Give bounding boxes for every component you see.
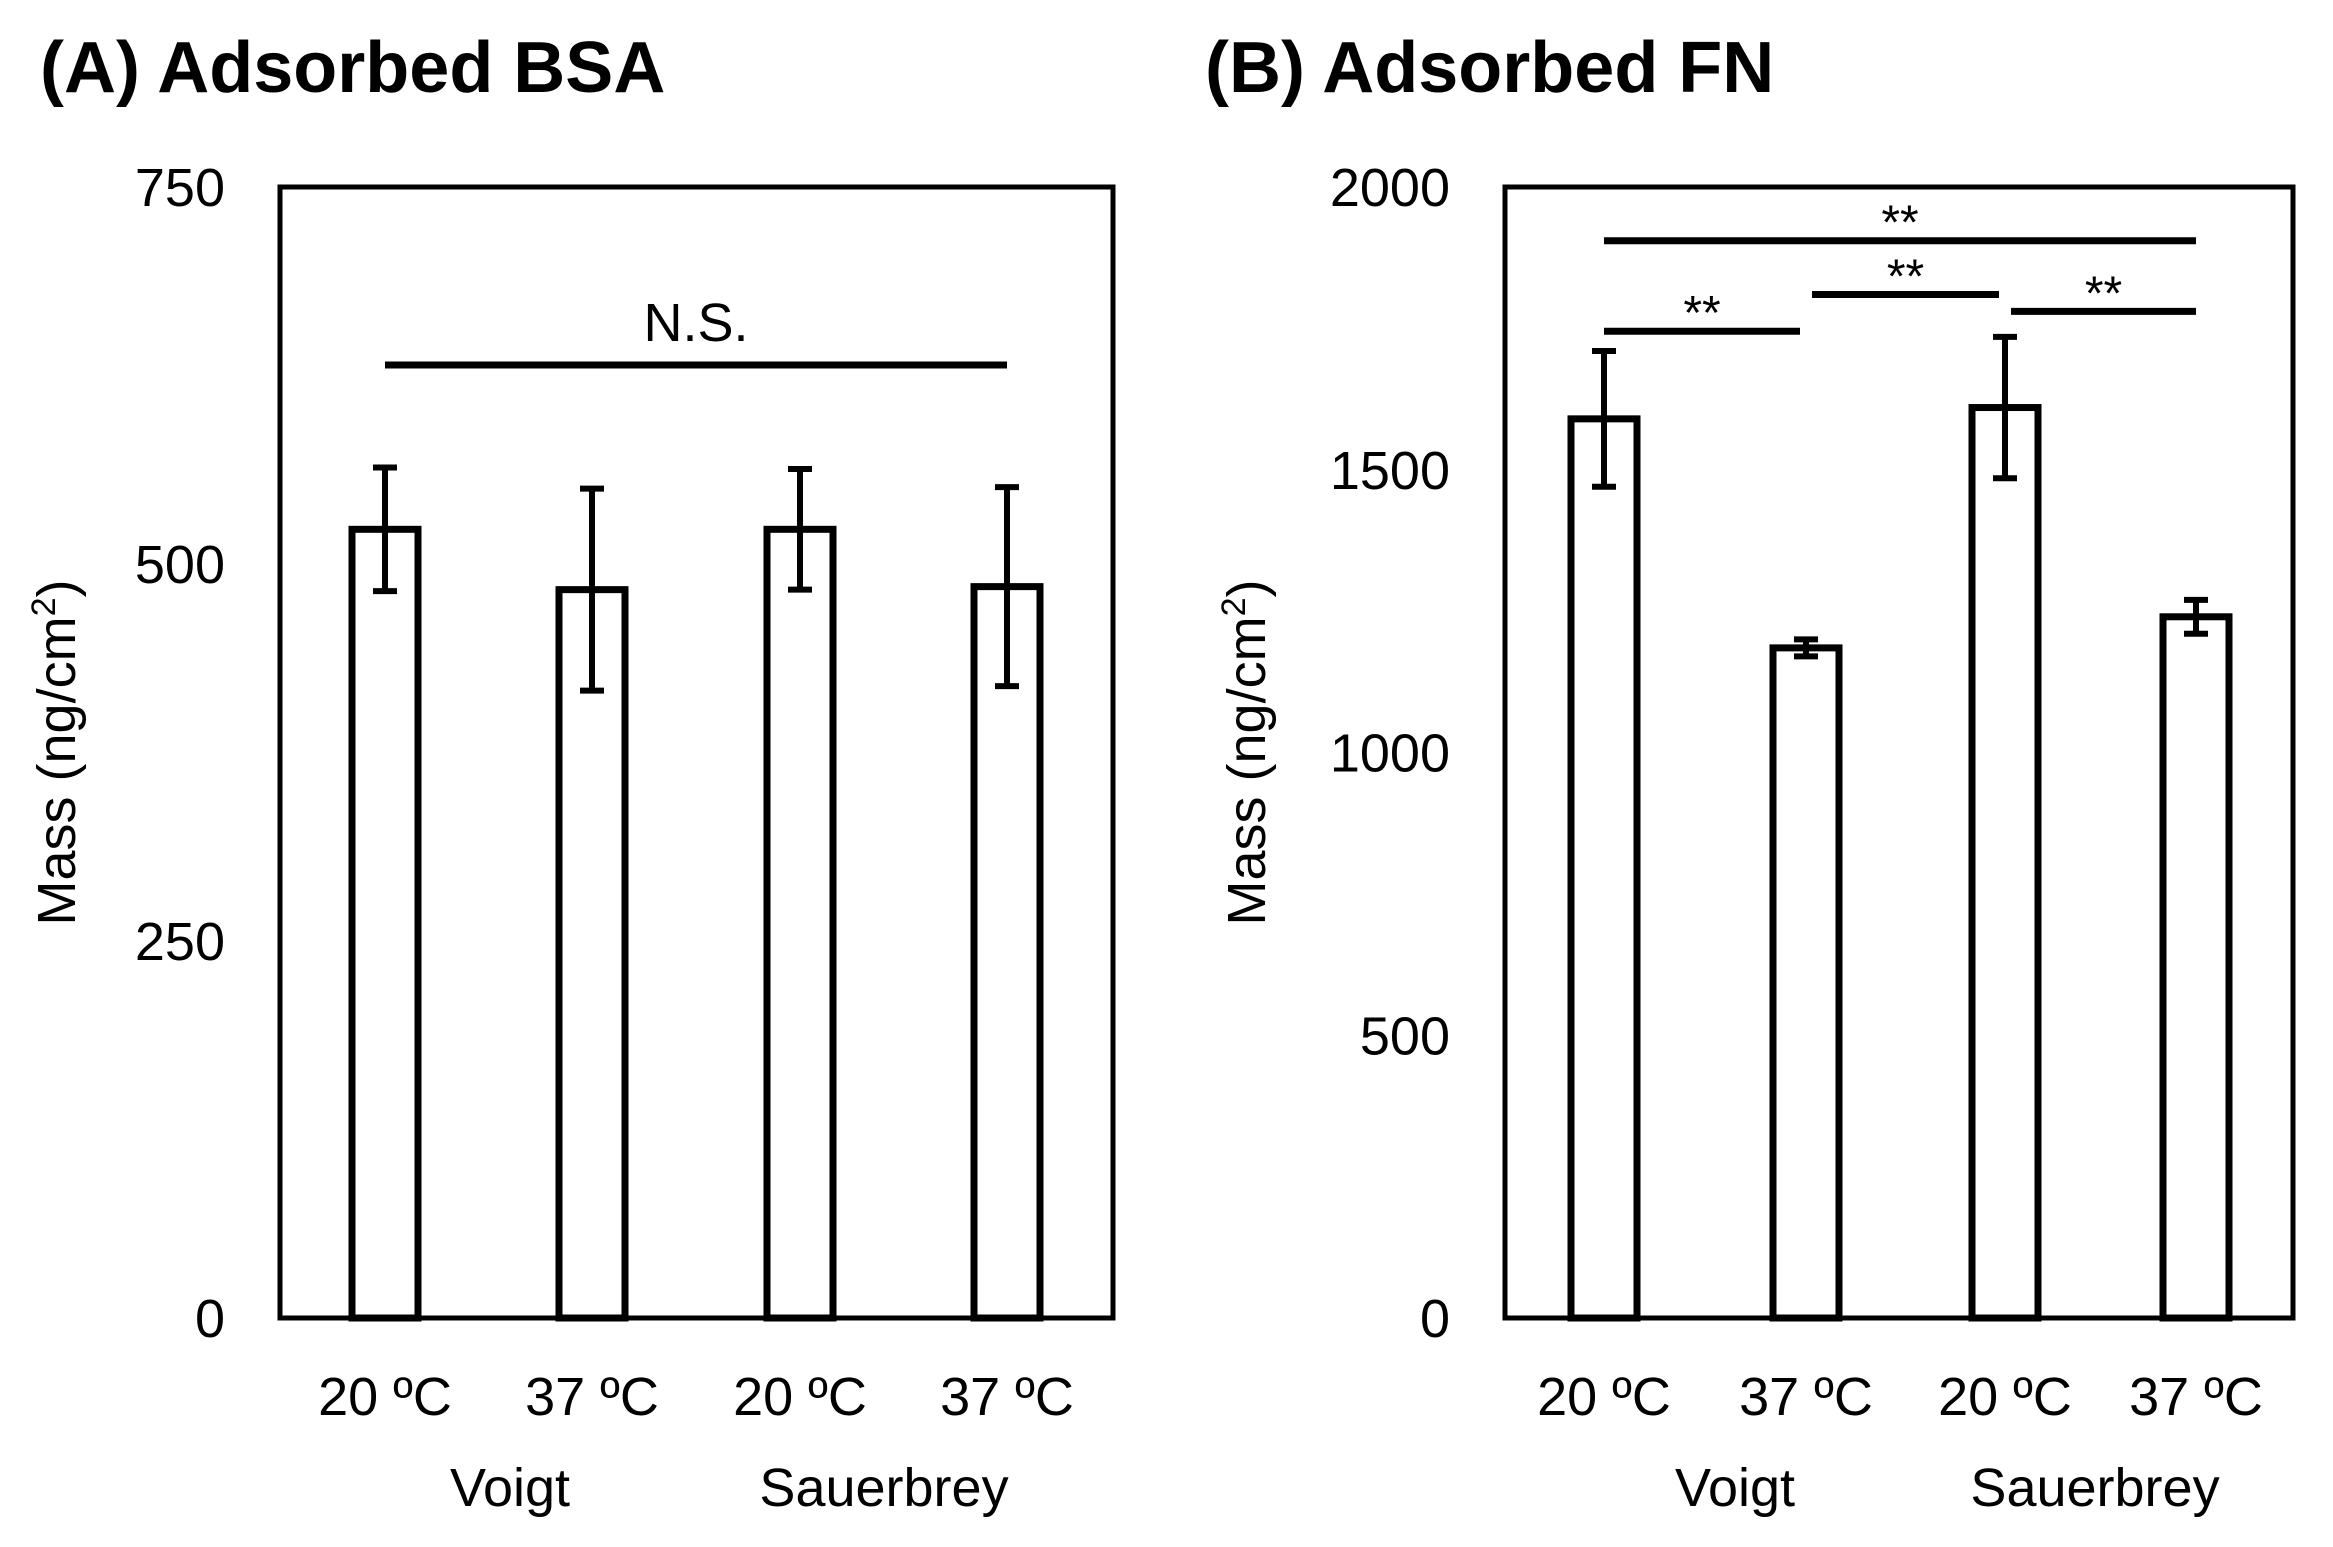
significance-label: N.S. (643, 293, 748, 353)
panel-title: (B) Adsorbed FN (1205, 28, 1774, 108)
group-label: Voigt (450, 1458, 570, 1518)
category-label: 37 ºC (1739, 1367, 1873, 1427)
y-axis-label-superscript: 2 (25, 598, 63, 617)
y-axis-label-text: Mass (ng/cm (27, 616, 87, 925)
bar (1769, 644, 1843, 1322)
bar (2159, 613, 2233, 1322)
y-tick-label: 750 (135, 158, 225, 218)
category-label: 20 ºC (318, 1367, 452, 1427)
significance-label: ** (1683, 287, 1720, 340)
bar (348, 525, 422, 1322)
y-tick-label: 1000 (1330, 724, 1450, 784)
y-axis-label-superscript: 2 (1215, 598, 1253, 617)
group-label: Sauerbrey (759, 1458, 1008, 1518)
y-axis-label-close: ) (1217, 580, 1277, 598)
significance-label: ** (1887, 250, 1924, 303)
category-label: 37 ºC (2129, 1367, 2263, 1427)
group-label: Sauerbrey (1970, 1458, 2219, 1518)
plot-frame (1502, 184, 2296, 1321)
panel-bsa: (A) Adsorbed BSA 0 250 500 750 Mass (ng/cm2)… (25, 28, 1116, 1518)
y-axis-label-close: ) (27, 580, 87, 598)
significance-label: ** (2085, 267, 2122, 320)
panel-fn: (B) Adsorbed FN 0 500 1000 1500 2000 Mass (ng… (1205, 28, 2296, 1518)
category-label: 20 ºC (1938, 1367, 2072, 1427)
category-label: 20 ºC (1537, 1367, 1671, 1427)
panel-title: (A) Adsorbed BSA (40, 28, 665, 108)
y-tick-label: 500 (1360, 1006, 1450, 1066)
y-axis-label: Mass (ng/cm2) (1215, 580, 1277, 926)
y-axis-label-text: Mass (ng/cm (1217, 616, 1277, 925)
plot-frame (277, 184, 1116, 1321)
significance-label: ** (1881, 197, 1918, 250)
bar (1567, 415, 1641, 1322)
category-label: 37 ºC (525, 1367, 659, 1427)
y-tick-label: 1500 (1330, 441, 1450, 501)
bar (763, 525, 837, 1322)
y-tick-label: 500 (135, 535, 225, 595)
y-tick-label: 2000 (1330, 158, 1450, 218)
bar (555, 586, 629, 1322)
y-tick-label: 0 (195, 1289, 225, 1349)
bar (970, 583, 1044, 1322)
bar (1968, 404, 2042, 1322)
category-label: 37 ºC (940, 1367, 1074, 1427)
category-label: 20 ºC (733, 1367, 867, 1427)
group-label: Voigt (1675, 1458, 1795, 1518)
y-tick-label: 0 (1420, 1289, 1450, 1349)
y-axis-label: Mass (ng/cm2) (25, 580, 87, 926)
y-tick-label: 250 (135, 912, 225, 972)
